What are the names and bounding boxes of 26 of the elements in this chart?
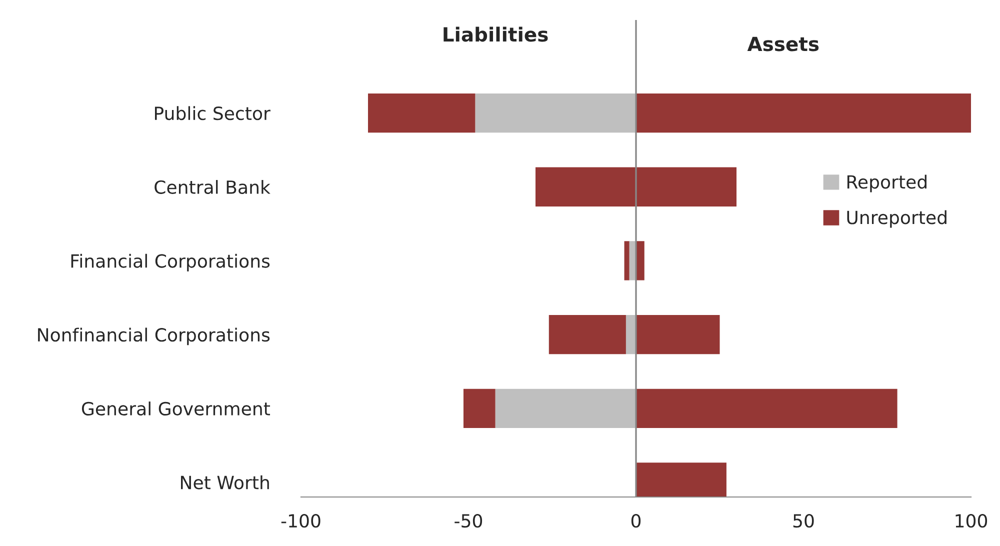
bar [624, 241, 630, 280]
bar [475, 93, 636, 133]
y-tick-label: Central Bank [154, 180, 270, 194]
bar [636, 93, 971, 133]
annotation: Assets [747, 36, 819, 52]
y-tick-label: Public Sector [154, 106, 270, 120]
bar [548, 314, 626, 354]
y-tick-label: General Government [82, 402, 270, 416]
y-tick-label: Financial Corporations [71, 254, 270, 272]
x-tick-label: 50 [793, 514, 814, 528]
legend-label: Unreported [847, 210, 946, 228]
bar [463, 388, 496, 428]
bar [495, 388, 636, 428]
legend-label: Reported [847, 174, 926, 192]
bar [368, 93, 476, 133]
x-tick-label: 0 [631, 514, 641, 528]
bar [536, 167, 636, 206]
bar [636, 388, 898, 428]
bar [636, 314, 720, 354]
x-tick-label: 100 [956, 514, 988, 528]
x-tick-label: -50 [454, 514, 482, 528]
y-tick-label: Net Worth [181, 475, 269, 490]
bar [636, 167, 736, 206]
x-tick-label: -100 [281, 514, 320, 528]
y-tick-label: Nonfinancial Corporations [38, 328, 270, 346]
annotation: Liabilities [444, 26, 548, 42]
